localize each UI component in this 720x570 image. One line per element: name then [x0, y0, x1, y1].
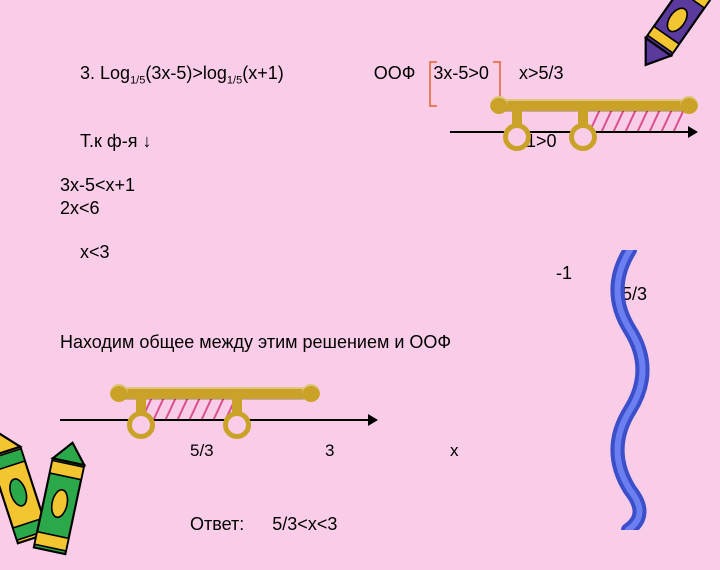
- nl2-label-1: 5/3: [190, 441, 214, 461]
- worm-body: [498, 99, 688, 111]
- ribbon-decoration: [600, 250, 660, 530]
- txt: х<3: [80, 242, 110, 262]
- nl2-label-3: х: [450, 441, 459, 461]
- oof-label: ООФ: [374, 63, 416, 83]
- open-circle: [503, 123, 531, 151]
- worm-body: [118, 387, 308, 399]
- txt: (х+1): [242, 63, 284, 83]
- sub: 1/5: [130, 75, 145, 87]
- worm-head-left: [490, 96, 508, 114]
- answer-label: Ответ:: [190, 514, 244, 534]
- open-circle: [223, 411, 251, 439]
- oof-cond1: 3х-5>0: [433, 63, 489, 83]
- worm-head-right: [680, 96, 698, 114]
- crayon-decoration-bottom-left: [0, 420, 110, 570]
- answer-value: 5/3<x<3: [272, 514, 337, 534]
- open-circle: [569, 123, 597, 151]
- txt: (3х-5)>log: [145, 63, 227, 83]
- txt: Т.к ф-я ↓: [80, 131, 151, 151]
- txt: 3. Log: [80, 63, 130, 83]
- problem-line-5: х<3 -1 5/3: [60, 221, 680, 326]
- worm-head-left: [110, 384, 128, 402]
- problem-line-4: 2х<6: [60, 198, 680, 219]
- worm-head-right: [302, 384, 320, 402]
- number-line-1: [450, 95, 700, 145]
- nl1-label-1: -1: [556, 263, 572, 284]
- crayon-decoration-top-right: [620, 0, 720, 80]
- oof-bracket: 3х-5>0: [433, 63, 489, 84]
- nl2-label-2: 3: [325, 441, 334, 461]
- hatch-region: [578, 109, 688, 131]
- problem-line-3: 3х-5<х+1: [60, 175, 680, 196]
- sub: 1/5: [227, 75, 242, 87]
- oof-result: x>5/3: [519, 63, 564, 83]
- open-circle: [127, 411, 155, 439]
- problem-line-6: Находим общее между этим решением и ООФ: [60, 332, 680, 353]
